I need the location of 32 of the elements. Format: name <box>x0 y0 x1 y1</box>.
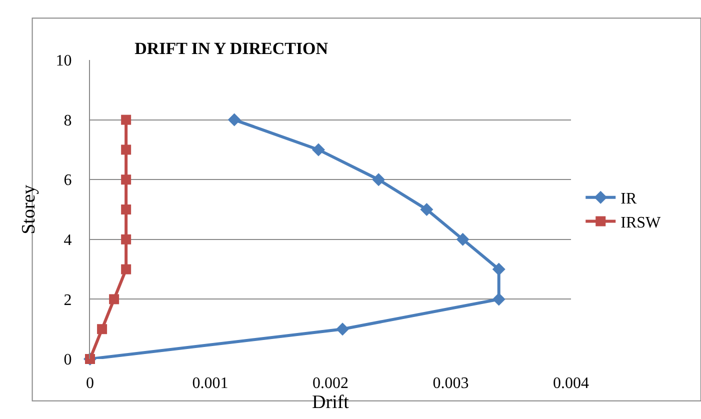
y-tick-label: 0 <box>64 352 72 369</box>
point <box>121 174 132 185</box>
x-tick-label: 0.001 <box>192 375 228 392</box>
point <box>109 294 120 304</box>
point <box>121 234 132 244</box>
point <box>121 264 132 274</box>
chart-title: DRIFT IN Y DIRECTION <box>134 38 329 58</box>
y-tick-label: 6 <box>64 172 72 190</box>
point <box>456 232 470 246</box>
y-tick-label: 8 <box>64 112 72 130</box>
point <box>372 173 386 186</box>
point <box>121 144 132 155</box>
y-axis-title: Storey <box>18 184 40 234</box>
legend-label: IR <box>620 190 637 208</box>
point <box>121 204 132 214</box>
x-axis-title: Drift <box>312 392 350 413</box>
y-tick-label: 10 <box>56 52 72 70</box>
point <box>492 292 506 306</box>
point <box>312 143 325 156</box>
y-tick-label: 2 <box>64 292 72 309</box>
point <box>420 203 434 216</box>
point <box>97 324 108 334</box>
x-tick-label: 0.003 <box>432 375 469 392</box>
x-tick-label: 0.004 <box>553 375 589 392</box>
point <box>492 262 506 276</box>
legend-label: IRSW <box>620 214 662 232</box>
x-tick-label: 0.002 <box>312 375 348 392</box>
x-tick-label: 0 <box>86 375 94 392</box>
point <box>336 322 350 336</box>
point <box>121 114 132 125</box>
y-tick-label: 4 <box>64 232 72 249</box>
point <box>228 113 241 126</box>
